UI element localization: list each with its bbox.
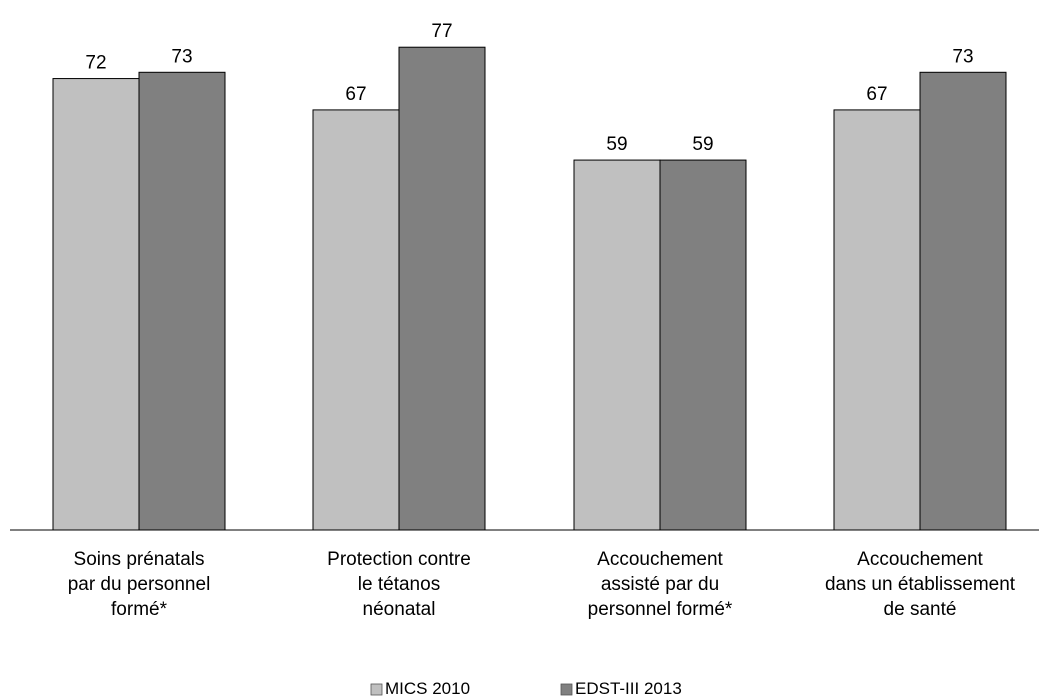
category-label-0-line-2: formé* bbox=[111, 599, 168, 620]
category-label-2-line-0: Accouchement bbox=[597, 549, 723, 570]
legend: MICS 2010 EDST-III 2013 bbox=[370, 679, 682, 698]
category-label-3-line-0: Accouchement bbox=[857, 549, 983, 570]
bar-mics-2010-0 bbox=[52, 78, 140, 531]
category-label-0-line-0: Soins prénatals bbox=[74, 549, 205, 570]
category-label-1-line-0: Protection contre bbox=[327, 549, 471, 570]
value-label-edst-iii-2013-1: 77 bbox=[431, 21, 452, 42]
legend-label-edst-iii-2013: EDST-III 2013 bbox=[575, 679, 682, 698]
legend-swatch-mics-2010 bbox=[370, 683, 383, 696]
legend-swatch-edst-iii-2013 bbox=[560, 683, 573, 696]
bars-group bbox=[52, 46, 1007, 531]
bar-mics-2010-2 bbox=[573, 159, 661, 531]
bar-mics-2010-1 bbox=[312, 109, 400, 531]
bar-edst-iii-2013-3 bbox=[919, 71, 1007, 531]
category-label-2-line-2: personnel formé* bbox=[588, 599, 733, 620]
value-label-mics-2010-1: 67 bbox=[345, 84, 366, 105]
value-label-edst-iii-2013-2: 59 bbox=[692, 134, 713, 155]
category-label-3-line-1: dans un établissement bbox=[825, 574, 1016, 595]
value-label-edst-iii-2013-3: 73 bbox=[952, 46, 973, 67]
category-label-3-line-2: de santé bbox=[884, 599, 957, 620]
legend-label-mics-2010: MICS 2010 bbox=[385, 679, 470, 698]
category-labels-group: Soins prénatals par du personnel formé* Pro… bbox=[68, 549, 1016, 620]
bar-edst-iii-2013-0 bbox=[138, 71, 226, 531]
value-labels-group: 72 73 67 77 59 59 67 73 bbox=[85, 21, 973, 155]
value-label-mics-2010-2: 59 bbox=[606, 134, 627, 155]
value-label-mics-2010-3: 67 bbox=[866, 84, 887, 105]
value-label-edst-iii-2013-0: 73 bbox=[171, 46, 192, 67]
category-label-1-line-2: néonatal bbox=[363, 599, 436, 620]
value-label-mics-2010-0: 72 bbox=[85, 53, 106, 74]
bar-edst-iii-2013-2 bbox=[659, 159, 747, 531]
bar-mics-2010-3 bbox=[833, 109, 921, 531]
category-label-0-line-1: par du personnel bbox=[68, 574, 211, 595]
category-label-2-line-1: assisté par du bbox=[601, 574, 719, 595]
bar-edst-iii-2013-1 bbox=[398, 46, 486, 531]
category-label-1-line-1: le tétanos bbox=[358, 574, 440, 595]
